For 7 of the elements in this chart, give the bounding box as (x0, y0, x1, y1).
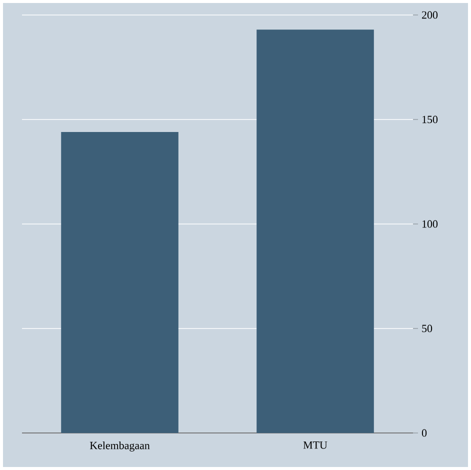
x-tick-label: MTU (303, 442, 328, 449)
y-tick-label: 200 (422, 11, 438, 19)
y-tick-label: 150 (422, 116, 438, 124)
y-tick-label: 100 (422, 220, 438, 228)
x-tick-label: Kelembagaan (90, 442, 150, 452)
y-tick-label: 50 (422, 324, 432, 332)
y-tick-label: 0 (422, 429, 427, 437)
